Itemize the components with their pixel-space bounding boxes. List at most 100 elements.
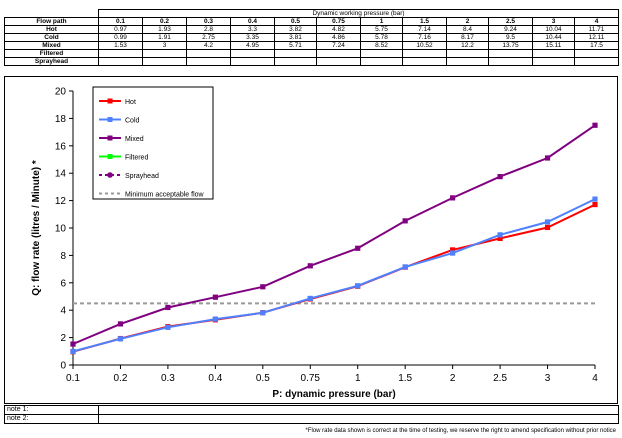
table-row: Hot 0.97 1.93 2.8 3.3 3.82 4.82 5.75 7.14 8.4 9.24…: [4, 25, 619, 34]
x-tick-label: 0.75: [301, 373, 321, 384]
pressure-super-header: Dynamic working pressure (bar): [98, 9, 619, 18]
table-cell: 8.4: [446, 25, 489, 34]
table-cell: 8.52: [360, 41, 403, 50]
legend-label: Minimum acceptable flow: [125, 192, 205, 199]
data-point: [165, 304, 171, 311]
data-point: [260, 284, 266, 290]
table-cell: [360, 57, 403, 66]
data-point: [497, 235, 503, 242]
flow-rate-chart: 0 2 4 6 8 10 12 14 16 18 20 0.1 0.2 0.3 0.4 0.5 0.75 1 1.5…: [31, 86, 598, 400]
table-cell: 4.95: [230, 41, 275, 50]
row-label: Cold: [4, 33, 99, 42]
data-point: [592, 122, 598, 128]
table-corner-cell: [4, 9, 99, 18]
note-text: [98, 405, 619, 415]
pressure-header: 2: [446, 17, 489, 26]
x-tick-label: 1.5: [398, 373, 412, 384]
legend-label: Cold: [125, 118, 140, 125]
table-cell: 3: [142, 41, 187, 50]
data-point: [592, 201, 598, 208]
table-cell: [274, 57, 317, 66]
data-point: [307, 263, 313, 269]
table-cell: 3.82: [274, 25, 317, 34]
table-cell: 5.75: [360, 25, 403, 34]
x-tick-label: 0.4: [208, 373, 222, 384]
y-tick-label: 0: [60, 361, 66, 372]
data-point: [355, 283, 361, 289]
table-cell: [98, 49, 143, 58]
legend-label: Mixed: [125, 136, 144, 143]
table-cell: [446, 57, 489, 66]
table-cell: 3.3: [230, 25, 275, 34]
table-cell: 7.24: [316, 41, 361, 50]
table-cell: 12.11: [574, 33, 619, 42]
data-point: [70, 348, 76, 355]
x-tick-label: 4: [592, 373, 598, 384]
data-point: [497, 232, 503, 238]
data-point: [402, 264, 408, 270]
data-point: [117, 336, 124, 342]
table-cell: 9.5: [488, 33, 533, 42]
table-cell: [316, 49, 361, 58]
pressure-header: 0.1: [98, 17, 143, 26]
table-cell: 1.91: [142, 33, 187, 42]
x-tick-label: 0.3: [161, 373, 175, 384]
table-cell: 8.17: [446, 33, 489, 42]
table-cell: [274, 49, 317, 58]
table-cell: [402, 49, 447, 58]
data-point: [544, 224, 551, 231]
x-tick-label: 0.5: [256, 373, 270, 384]
table-cell: 2.75: [186, 33, 231, 42]
note-row: note 1:: [4, 405, 619, 415]
table-cell: [142, 57, 187, 66]
row-label: Sprayhead: [4, 57, 99, 66]
table-cell: [186, 49, 231, 58]
data-point: [117, 321, 124, 327]
table-row: Filtered: [4, 49, 619, 58]
table-cell: 0.97: [98, 25, 143, 34]
chart-area: 0 2 4 6 8 10 12 14 16 18 20 0.1 0.2 0.3 0.4 0.5 0.75 1 1.5…: [4, 76, 618, 404]
pressure-header: 0.75: [316, 17, 361, 26]
table-cell: 13.75: [488, 41, 533, 50]
table-cell: 3.81: [274, 33, 317, 42]
table-cell: 0.99: [98, 33, 143, 42]
y-tick-label: 20: [55, 87, 67, 98]
footnote: *Flow rate data shown is correct at the …: [305, 428, 616, 434]
table-cell: 9.24: [488, 25, 533, 34]
y-tick-label: 2: [60, 333, 66, 344]
y-tick-label: 10: [55, 224, 67, 235]
pressure-header: 0.5: [274, 17, 317, 26]
table-cell: [488, 57, 533, 66]
data-point: [402, 218, 408, 224]
table-cell: [532, 49, 575, 58]
table-cell: 5.78: [360, 33, 403, 42]
table-cell: [446, 49, 489, 58]
table-cell: [574, 49, 619, 58]
pressure-header: 2.5: [488, 17, 533, 26]
legend-marker: [107, 98, 113, 104]
data-point: [544, 155, 551, 161]
y-tick-label: 16: [55, 141, 67, 152]
table-cell: [316, 57, 361, 66]
pressure-header: 0.3: [186, 17, 231, 26]
y-tick-label: 4: [60, 306, 66, 317]
x-tick-label: 0.2: [114, 373, 128, 384]
table-row: Sprayhead: [4, 57, 619, 66]
table-cell: [230, 57, 275, 66]
flow-path-header: Flow path: [4, 17, 99, 26]
table-cell: 4.86: [316, 33, 361, 42]
data-point: [355, 245, 361, 251]
y-tick-label: 8: [60, 251, 66, 262]
table-cell: 3.35: [230, 33, 275, 42]
legend-marker: [107, 154, 113, 159]
x-tick-label: 3: [545, 373, 551, 384]
note-text: [98, 414, 619, 424]
legend-label: Sprayhead: [125, 173, 159, 180]
row-label: Mixed: [4, 41, 99, 50]
series-line-cold: [72, 198, 596, 353]
y-tick-label: 18: [55, 114, 67, 125]
legend-marker: [107, 117, 113, 122]
table-cell: 1.53: [98, 41, 143, 50]
table-cell: [574, 57, 619, 66]
